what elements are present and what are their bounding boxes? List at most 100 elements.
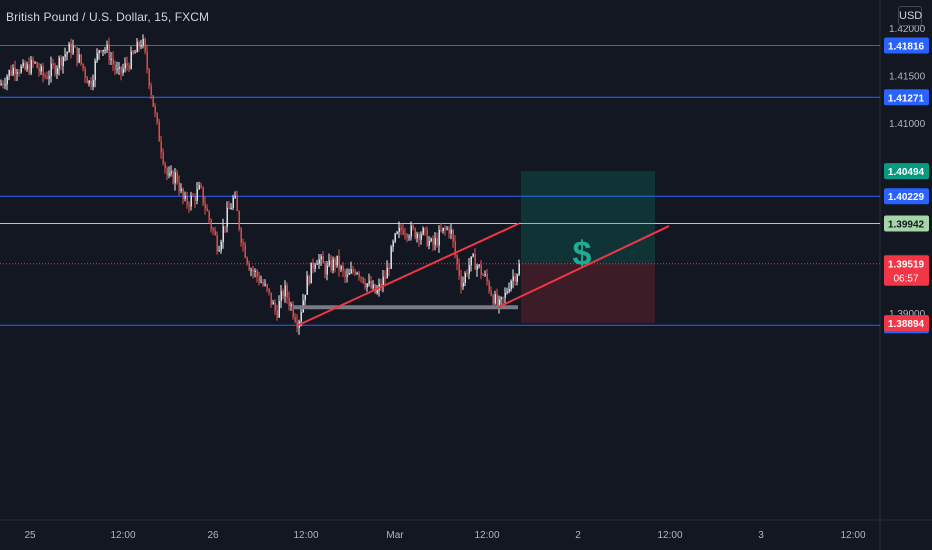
candle-body bbox=[28, 64, 30, 74]
price-line-tag[interactable]: 1.40229 bbox=[884, 188, 929, 205]
candle-body bbox=[94, 60, 96, 81]
price-line-tag-label: 1.41271 bbox=[888, 93, 925, 104]
candle-body bbox=[442, 227, 444, 231]
candle-body bbox=[140, 45, 142, 47]
candle-body bbox=[372, 284, 374, 289]
candle-body bbox=[406, 234, 408, 238]
candle-body bbox=[4, 84, 6, 86]
candle-body bbox=[350, 269, 352, 274]
candle-body bbox=[14, 67, 16, 74]
candle-body bbox=[240, 228, 242, 243]
position-tag[interactable]: 1.38894 bbox=[884, 315, 929, 332]
candle-body bbox=[192, 195, 194, 197]
candle-body bbox=[512, 276, 514, 281]
candle-body bbox=[266, 284, 268, 289]
price-tick-label: 1.42000 bbox=[889, 24, 926, 35]
candle-body bbox=[236, 195, 238, 212]
candle-body bbox=[68, 43, 70, 53]
candle-body bbox=[112, 58, 114, 65]
candle-body bbox=[244, 244, 246, 258]
candle-body bbox=[472, 254, 474, 257]
time-tick-label: 12:00 bbox=[293, 530, 318, 541]
candle-body bbox=[156, 112, 158, 122]
candle-body bbox=[38, 68, 40, 72]
trendline[interactable] bbox=[297, 222, 520, 327]
candle-body bbox=[506, 291, 508, 293]
price-line-tag[interactable]: 1.39942 bbox=[884, 215, 929, 232]
candle-body bbox=[468, 265, 470, 274]
candle-body bbox=[220, 242, 222, 251]
last-price-tag[interactable]: 1.39519 06:57 bbox=[884, 255, 929, 286]
candle-body bbox=[76, 47, 78, 63]
candle-body bbox=[470, 256, 472, 266]
candle-body bbox=[186, 196, 188, 205]
candle-body bbox=[10, 70, 12, 75]
candle-body bbox=[88, 80, 90, 84]
candle-body bbox=[80, 54, 82, 64]
candle-body bbox=[152, 95, 154, 107]
position-tag[interactable]: 1.40494 bbox=[884, 163, 929, 180]
candle-body bbox=[420, 234, 422, 240]
candle-body bbox=[78, 54, 80, 63]
candle-body bbox=[232, 197, 234, 208]
trendlines[interactable] bbox=[293, 222, 670, 327]
candle-body bbox=[306, 276, 308, 295]
candle-body bbox=[448, 228, 450, 234]
candle-body bbox=[190, 195, 192, 207]
price-line-tag-label: 1.41816 bbox=[888, 41, 925, 52]
candle-body bbox=[366, 283, 368, 288]
candle-body bbox=[518, 263, 520, 275]
candle-body bbox=[484, 274, 486, 276]
candle-body bbox=[508, 288, 510, 292]
candle-body bbox=[36, 62, 38, 69]
time-tick-label: 3 bbox=[758, 530, 764, 541]
candle-body bbox=[502, 297, 504, 299]
candle-body bbox=[462, 282, 464, 287]
long-position-tool[interactable]: $ bbox=[521, 171, 655, 324]
stop-loss-zone[interactable] bbox=[521, 262, 655, 324]
time-tick-label: 12:00 bbox=[657, 530, 682, 541]
candle-body bbox=[176, 172, 178, 183]
candle-body bbox=[436, 238, 438, 246]
horizontal-levels[interactable] bbox=[0, 44, 880, 326]
candle-body bbox=[50, 63, 52, 77]
price-tick-label: 1.39000 bbox=[889, 309, 926, 320]
candle-body bbox=[124, 63, 126, 69]
candle-body bbox=[34, 62, 36, 64]
candle-body bbox=[440, 229, 442, 231]
candle-body bbox=[84, 68, 86, 78]
candle-body bbox=[182, 188, 184, 199]
candle-body bbox=[254, 270, 256, 272]
candle-body bbox=[260, 282, 262, 284]
candle-body bbox=[500, 297, 502, 300]
currency-button[interactable]: USD bbox=[898, 6, 922, 26]
candle-body bbox=[300, 312, 302, 322]
price-line-tag[interactable]: 1.41816 bbox=[884, 37, 929, 54]
candle-body bbox=[180, 188, 182, 192]
candle-body bbox=[252, 269, 254, 272]
price-axis[interactable]: 1.42000 1.41500 1.41000 1.39000 1.41816 1.412… bbox=[884, 24, 929, 334]
candle-body bbox=[488, 281, 490, 291]
candle-body bbox=[188, 204, 190, 207]
candle-body bbox=[262, 282, 264, 286]
time-axis[interactable]: 25 12:00 26 12:00 Mar 12:00 2 12:00 3 12:00 bbox=[24, 530, 866, 541]
candle-body bbox=[128, 65, 130, 69]
candle-body bbox=[432, 238, 434, 245]
trendline[interactable] bbox=[497, 225, 670, 309]
candle-body bbox=[18, 72, 20, 74]
profit-zone[interactable] bbox=[521, 171, 655, 263]
candle-body bbox=[234, 195, 236, 198]
candle-body bbox=[456, 255, 458, 264]
time-tick-label: Mar bbox=[386, 530, 404, 541]
candle-body bbox=[214, 230, 216, 236]
candle-body bbox=[250, 269, 252, 271]
candle-body bbox=[504, 292, 506, 298]
candle-body bbox=[286, 285, 288, 298]
candle-body bbox=[314, 264, 316, 269]
candle-body bbox=[394, 233, 396, 242]
price-line-tag[interactable]: 1.41271 bbox=[884, 89, 929, 106]
candle-body bbox=[412, 225, 414, 229]
candle-body bbox=[370, 280, 372, 289]
candle-body bbox=[398, 227, 400, 232]
